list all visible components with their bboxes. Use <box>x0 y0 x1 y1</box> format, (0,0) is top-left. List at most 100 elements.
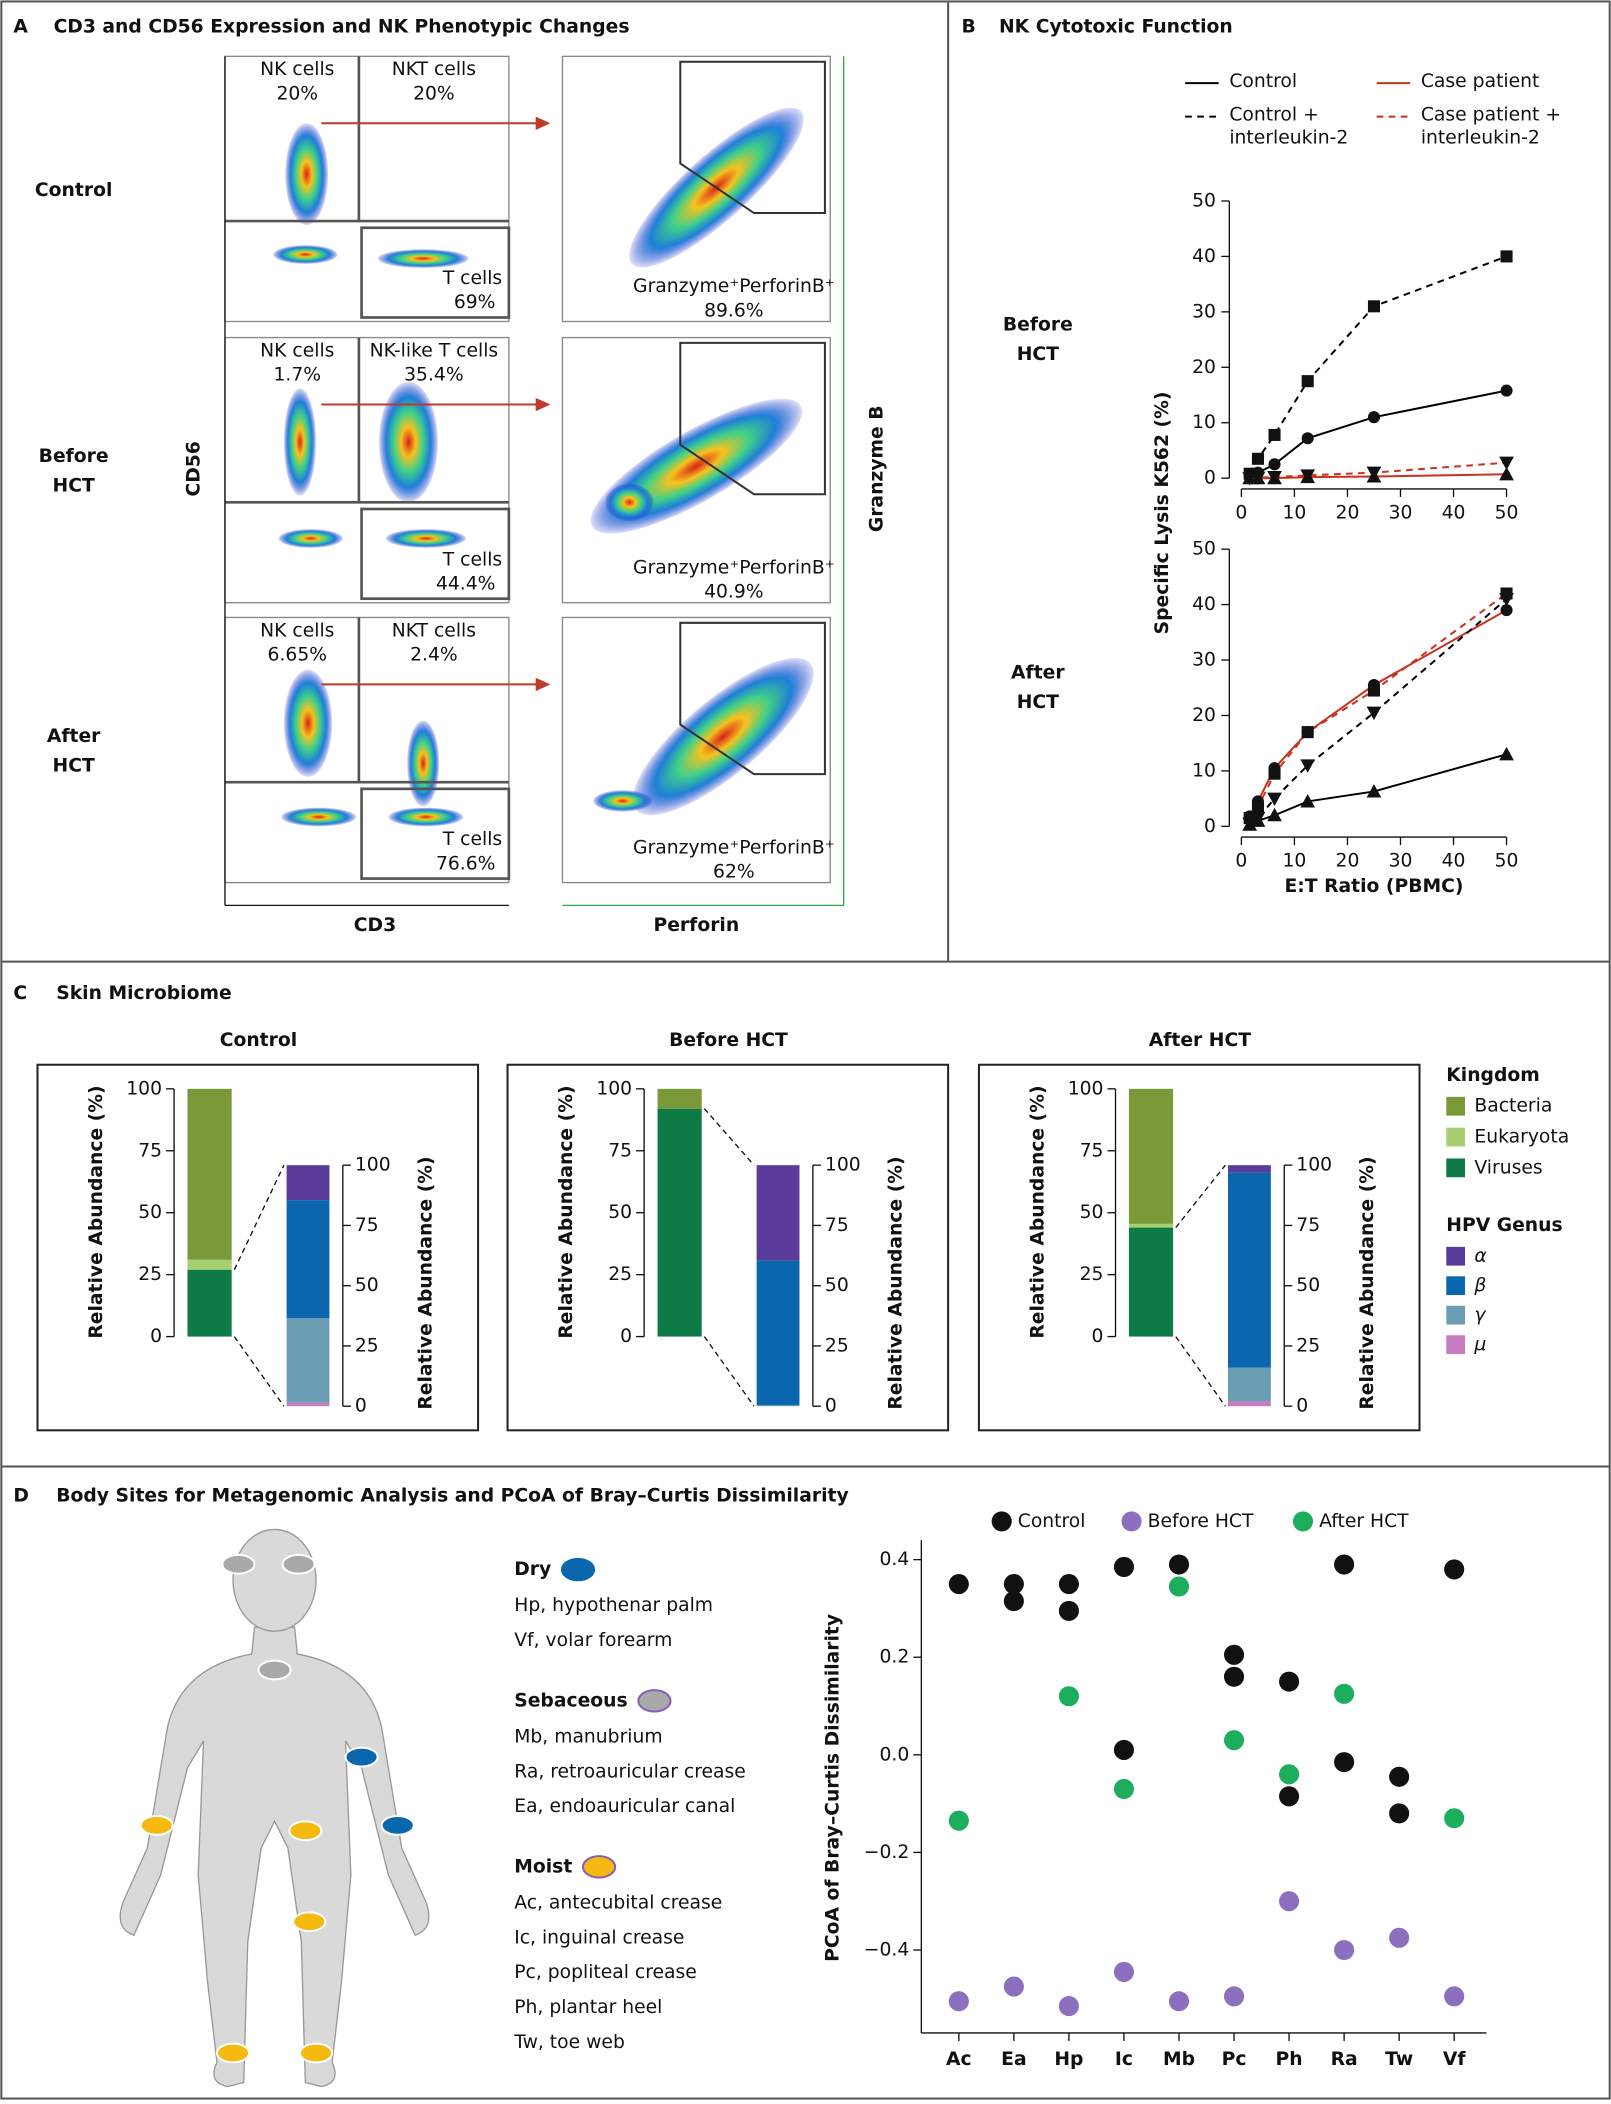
axis-title: Relative Abundance (%) <box>1027 1085 1048 1338</box>
density <box>590 398 803 534</box>
site-oval <box>139 1814 174 1836</box>
density <box>605 483 654 522</box>
x-tick-label: Tw <box>1385 2049 1413 2070</box>
legend-swatch <box>1292 1511 1314 1532</box>
point <box>1389 1803 1410 1824</box>
y2-tick-label: 50 <box>825 1275 849 1296</box>
site-item: Tw, toe web <box>513 2032 625 2053</box>
label: 40.9% <box>704 582 764 603</box>
series-line <box>1249 389 1507 477</box>
legend-label: Case patient + interleukin-2 <box>1420 104 1562 149</box>
marker <box>1251 452 1264 465</box>
legend-label: Control <box>1229 71 1298 93</box>
y2-tick-label: 100 <box>355 1155 391 1176</box>
site-item: Ph, plantar heel <box>514 1997 662 2018</box>
gate <box>679 60 826 215</box>
x-tick-label: Mb <box>1163 2049 1195 2070</box>
y-tick-label: −0.2 <box>864 1842 910 1863</box>
series-line <box>1248 255 1507 475</box>
legend-label: Control <box>1018 1511 1086 1532</box>
y2-tick-label: 75 <box>1296 1215 1320 1236</box>
label: 35.4% <box>404 365 464 386</box>
x-tick-label: 10 <box>1283 851 1307 872</box>
point <box>1389 1766 1410 1787</box>
label: NK cells <box>260 340 334 361</box>
point <box>1279 1891 1300 1912</box>
connector <box>703 1336 755 1407</box>
label: 2.4% <box>410 644 458 665</box>
density <box>378 381 438 503</box>
point <box>1223 1986 1245 2007</box>
bar-segment <box>756 1405 800 1407</box>
label: NKT cells <box>392 620 476 641</box>
x-tick-label: 0 <box>1235 503 1247 524</box>
y-tick-label: 10 <box>1192 760 1216 781</box>
site-item: Ac, antecubital crease <box>514 1893 722 1914</box>
y-tick-label: 30 <box>1192 301 1216 322</box>
axis-title: CD56 <box>184 441 205 496</box>
legend-swatch <box>1446 1127 1466 1147</box>
row-label: After <box>47 726 101 747</box>
density <box>593 790 653 812</box>
bar-segment <box>1228 1165 1271 1173</box>
point <box>1058 1600 1079 1621</box>
y-tick-label: 10 <box>1192 412 1216 433</box>
bar-segment <box>1228 1172 1271 1368</box>
marker <box>1366 784 1382 798</box>
legend-label: Control <box>1229 71 1298 93</box>
y-tick-label: 0.0 <box>879 1744 909 1765</box>
label: NKT cells <box>392 59 476 80</box>
y2-tick-label: 75 <box>825 1215 849 1236</box>
bar-segment <box>286 1200 330 1319</box>
marker <box>1366 466 1382 481</box>
label: NK cells <box>260 620 334 641</box>
y2-tick-label: 50 <box>1296 1275 1320 1296</box>
y2-tick-label: 100 <box>1296 1155 1332 1176</box>
y-tick-label: 0 <box>1204 468 1216 489</box>
bar-segment <box>756 1165 800 1261</box>
bar-segment <box>657 1088 702 1109</box>
row-label: HCT <box>1017 344 1059 365</box>
marker <box>1367 411 1380 424</box>
marker <box>1268 767 1281 780</box>
legend-swatch <box>1121 1511 1142 1532</box>
axis-title: Granzyme B <box>867 405 888 532</box>
gate <box>360 507 511 601</box>
point <box>1444 1808 1465 1829</box>
point <box>948 1810 969 1831</box>
point <box>1113 1556 1134 1578</box>
panel-label: D <box>13 1485 29 1506</box>
row-label: Control <box>35 180 112 201</box>
point <box>1444 1559 1465 1580</box>
site-oval <box>215 2042 251 2064</box>
y2-tick-label: 25 <box>355 1335 379 1356</box>
legend-label: β <box>1473 1275 1486 1296</box>
legend-swatch <box>1446 1276 1466 1296</box>
x-tick-label: 10 <box>1283 503 1307 524</box>
bar-segment <box>286 1402 330 1407</box>
marker <box>1499 466 1514 481</box>
point <box>1058 1996 1079 2017</box>
series-line <box>1248 592 1508 819</box>
site-oval <box>292 1911 327 1933</box>
axis-title: Perforin <box>654 915 740 936</box>
legend-swatch <box>1446 1158 1466 1178</box>
y-tick-label: 25 <box>1080 1264 1104 1285</box>
marker <box>1367 684 1380 697</box>
connector <box>1175 1164 1226 1228</box>
x-tick-label: Ph <box>1276 2049 1303 2070</box>
marker <box>1301 375 1314 388</box>
legend-label: Control + interleukin-2 <box>1229 104 1349 149</box>
legend-label: α <box>1474 1246 1487 1267</box>
label: Granzyme⁺PerforinB⁺ <box>633 276 835 297</box>
legend-label: Before HCT <box>1148 1511 1254 1532</box>
point <box>1279 1764 1300 1785</box>
marker <box>1499 456 1514 471</box>
label: 20% <box>276 83 318 104</box>
gate <box>679 341 826 496</box>
site-oval <box>344 1746 379 1768</box>
site-item: Vf, volar forearm <box>514 1630 672 1651</box>
site-item: Ic, inguinal crease <box>514 1927 684 1948</box>
gate <box>360 226 511 319</box>
